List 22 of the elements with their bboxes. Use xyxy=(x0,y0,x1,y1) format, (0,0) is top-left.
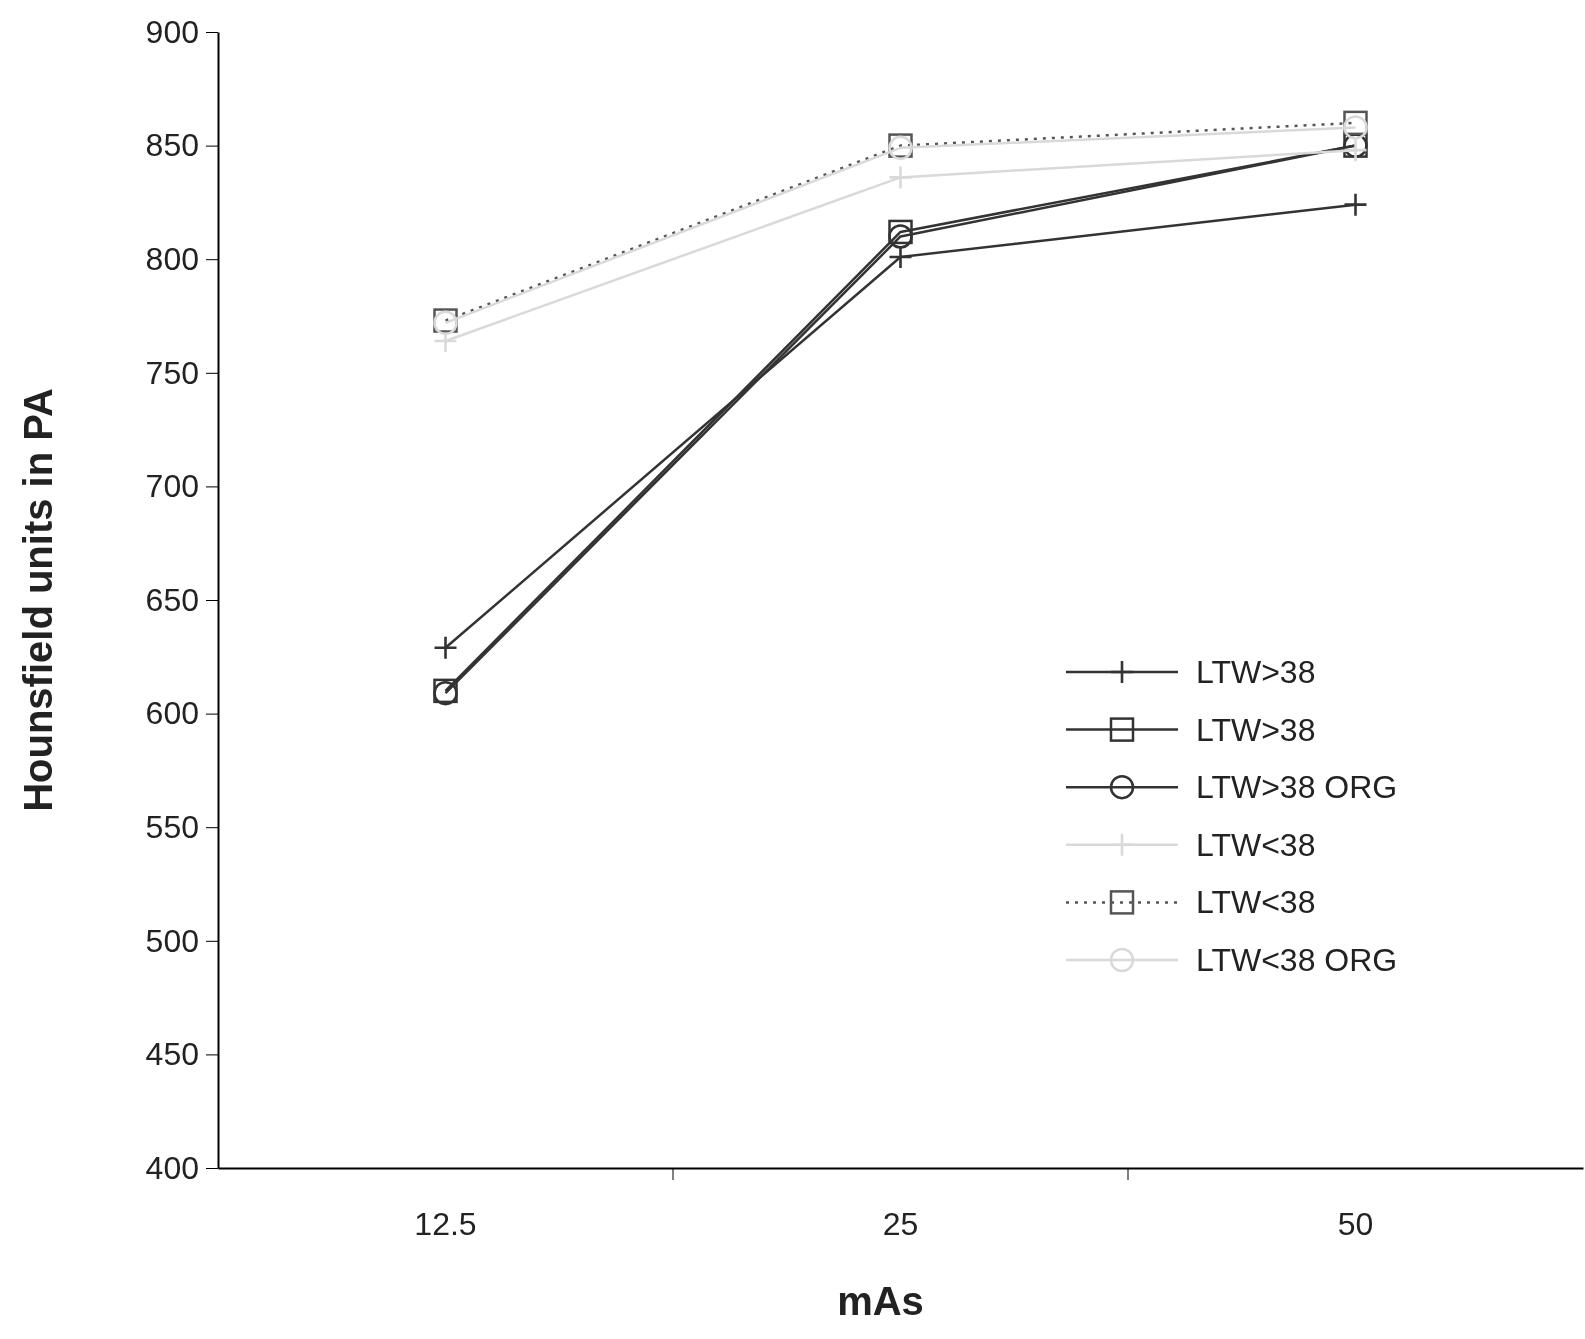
y-tick-label: 850 xyxy=(145,127,199,164)
y-tick-label: 550 xyxy=(145,808,199,845)
x-tick-label: 12.5 xyxy=(414,1206,477,1242)
legend-label: LTW>38 ORG xyxy=(1196,769,1398,806)
y-tick-label: 500 xyxy=(145,922,199,959)
x-axis-title: mAs xyxy=(837,1279,924,1323)
y-axis-title: Hounsfield units in PA xyxy=(16,388,60,812)
legend-label: LTW<38 ORG xyxy=(1196,942,1398,978)
y-tick-label: 650 xyxy=(145,581,199,618)
x-tick-label: 50 xyxy=(1337,1206,1374,1242)
legend-label: LTW>38 xyxy=(1196,711,1316,748)
y-tick-label: 900 xyxy=(145,13,199,50)
x-tick-label: 25 xyxy=(882,1206,919,1242)
y-tick-label: 800 xyxy=(145,240,199,277)
y-tick-label: 400 xyxy=(145,1149,199,1186)
legend-label: LTW<38 xyxy=(1196,826,1316,863)
y-tick-label: 600 xyxy=(145,695,199,732)
y-tick-label: 450 xyxy=(145,1036,199,1073)
y-tick-label: 750 xyxy=(145,354,199,391)
legend-label: LTW>38 xyxy=(1196,654,1316,690)
legend-label: LTW<38 xyxy=(1196,884,1316,921)
y-tick-label: 700 xyxy=(145,468,199,505)
